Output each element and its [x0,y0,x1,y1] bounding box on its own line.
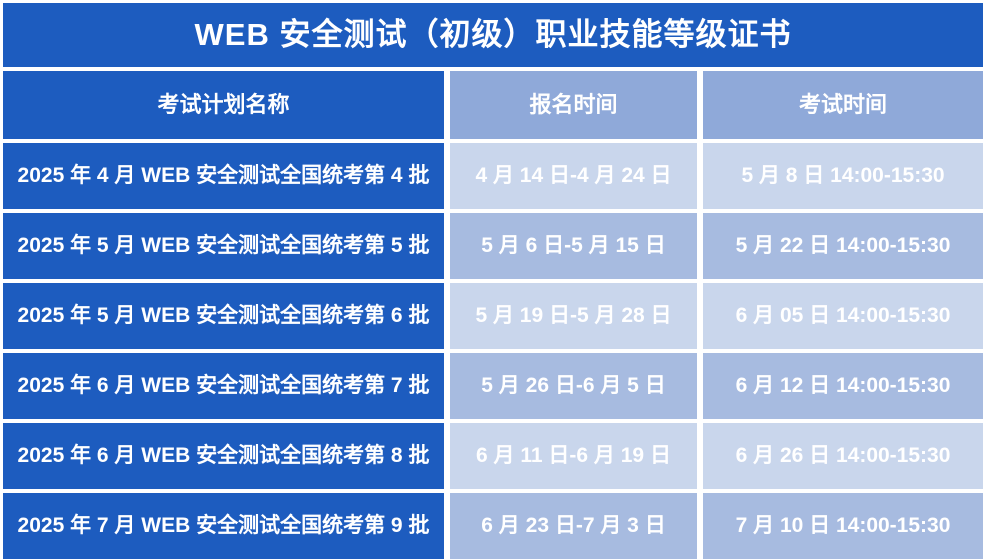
row-1-signup-cell: 4 月 14 日-4 月 24 日 [450,143,697,209]
row-1-exam-cell: 5 月 8 日 14:00-15:30 [703,143,983,209]
row-3-plan-cell: 2025 年 5 月 WEB 安全测试全国统考第 6 批 [3,283,444,349]
column-header-signup-time: 报名时间 [450,71,697,139]
row-4-exam-cell: 6 月 12 日 14:00-15:30 [703,353,983,419]
column-header-exam-time: 考试时间 [703,71,983,139]
row-2-plan-cell: 2025 年 5 月 WEB 安全测试全国统考第 5 批 [3,213,444,279]
row-5-exam-cell: 6 月 26 日 14:00-15:30 [703,423,983,489]
row-4-plan-cell: 2025 年 6 月 WEB 安全测试全国统考第 7 批 [3,353,444,419]
row-3-signup-cell: 5 月 19 日-5 月 28 日 [450,283,697,349]
row-6-exam-cell: 7 月 10 日 14:00-15:30 [703,493,983,559]
row-6-signup-cell: 6 月 23 日-7 月 3 日 [450,493,697,559]
row-3-exam-cell: 6 月 05 日 14:00-15:30 [703,283,983,349]
row-5-plan-cell: 2025 年 6 月 WEB 安全测试全国统考第 8 批 [3,423,444,489]
row-2-exam-cell: 5 月 22 日 14:00-15:30 [703,213,983,279]
row-2-signup-cell: 5 月 6 日-5 月 15 日 [450,213,697,279]
row-6-plan-cell: 2025 年 7 月 WEB 安全测试全国统考第 9 批 [3,493,444,559]
table-title: WEB 安全测试（初级）职业技能等级证书 [3,3,983,67]
column-header-plan-name: 考试计划名称 [3,71,444,139]
row-1-plan-cell: 2025 年 4 月 WEB 安全测试全国统考第 4 批 [3,143,444,209]
row-5-signup-cell: 6 月 11 日-6 月 19 日 [450,423,697,489]
row-4-signup-cell: 5 月 26 日-6 月 5 日 [450,353,697,419]
exam-schedule-table: WEB 安全测试（初级）职业技能等级证书 考试计划名称 报名时间 考试时间 20… [3,3,983,559]
